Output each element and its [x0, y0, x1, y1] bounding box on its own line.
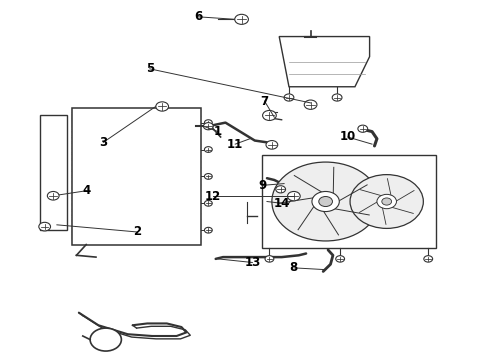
Circle shape: [304, 100, 317, 109]
Circle shape: [90, 328, 122, 351]
Text: 12: 12: [205, 190, 221, 203]
Circle shape: [263, 111, 276, 121]
Circle shape: [204, 227, 212, 233]
Text: 6: 6: [195, 10, 203, 23]
Text: 1: 1: [214, 125, 222, 138]
Polygon shape: [279, 37, 369, 87]
Circle shape: [276, 186, 286, 193]
Text: 13: 13: [244, 256, 261, 269]
Circle shape: [272, 162, 379, 241]
Bar: [40, 116, 67, 230]
Circle shape: [288, 192, 300, 201]
Text: 2: 2: [133, 225, 142, 238]
Circle shape: [382, 198, 392, 205]
Text: 5: 5: [146, 62, 154, 75]
Text: 4: 4: [82, 184, 90, 197]
Circle shape: [265, 256, 274, 262]
Circle shape: [48, 192, 59, 200]
Bar: [72, 108, 201, 244]
Circle shape: [358, 125, 368, 132]
Circle shape: [377, 194, 396, 209]
Text: 9: 9: [258, 179, 266, 192]
Text: 8: 8: [290, 261, 298, 274]
Circle shape: [350, 175, 423, 228]
Circle shape: [319, 197, 332, 207]
Circle shape: [204, 201, 212, 206]
Text: 14: 14: [273, 197, 290, 210]
Circle shape: [39, 222, 50, 231]
Text: 11: 11: [227, 138, 244, 150]
Circle shape: [332, 94, 342, 101]
Circle shape: [312, 192, 339, 212]
Text: 3: 3: [99, 136, 107, 149]
Text: 10: 10: [340, 130, 356, 144]
Circle shape: [204, 174, 212, 179]
Circle shape: [284, 94, 294, 101]
Circle shape: [203, 123, 213, 130]
Text: 7: 7: [261, 95, 269, 108]
Circle shape: [336, 256, 344, 262]
Bar: [262, 155, 436, 248]
Circle shape: [204, 147, 212, 152]
Circle shape: [204, 120, 212, 126]
Circle shape: [235, 14, 248, 24]
Circle shape: [266, 140, 278, 149]
Circle shape: [424, 256, 433, 262]
Circle shape: [156, 102, 169, 111]
